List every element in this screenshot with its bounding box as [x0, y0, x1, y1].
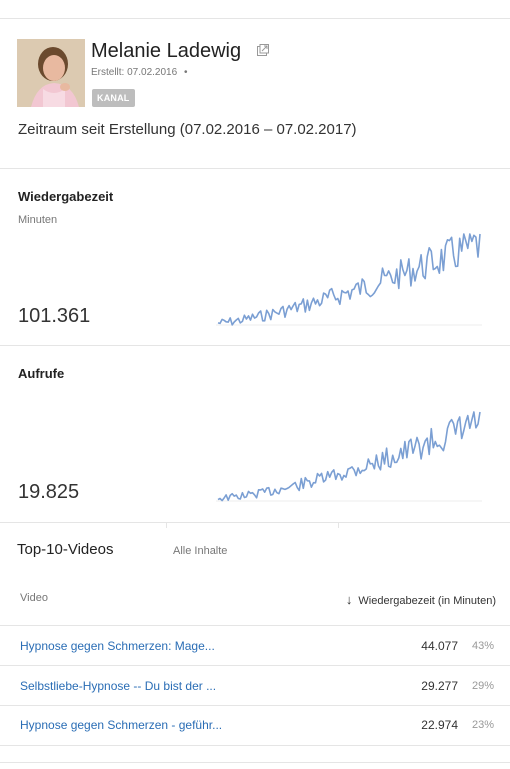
video-row-title[interactable]: Hypnose gegen Schmerzen - geführ...: [20, 718, 223, 732]
column-header-video[interactable]: Video: [20, 592, 48, 604]
arrow-down-icon: ↓: [345, 592, 353, 607]
video-row-percent: 23%: [471, 719, 494, 731]
video-row-value: 44.077: [421, 639, 458, 653]
top-videos-title: Top-10-Videos: [17, 541, 114, 558]
video-row-value: 22.974: [421, 718, 458, 732]
video-row-title[interactable]: Hypnose gegen Schmerzen: Mage...: [20, 639, 215, 653]
period-label: Zeitraum seit Erstellung (07.02.2016 – 0…: [18, 121, 357, 138]
video-row-value: 29.277: [421, 679, 458, 693]
video-row-percent: 29%: [471, 680, 494, 692]
video-row-title[interactable]: Selbstliebe-Hypnose -- Du bist der ...: [20, 679, 217, 693]
external-link-icon[interactable]: [257, 44, 269, 56]
sparkline-watchtime[interactable]: [214, 230, 484, 328]
video-row-percent: 43%: [471, 640, 494, 652]
metric-title-watchtime: Wiedergabezeit: [18, 189, 114, 204]
metric-title-views: Aufrufe: [18, 366, 65, 381]
channel-badge: KANAL: [92, 89, 135, 107]
metric-unit-watchtime: Minuten: [18, 214, 58, 226]
channel-avatar[interactable]: [17, 39, 85, 107]
metric-value-watchtime: 101.361: [18, 305, 91, 327]
channel-title[interactable]: Melanie Ladewig: [91, 40, 242, 62]
avatar-image: [17, 39, 85, 107]
channel-created-date: Erstellt: 07.02.2016 •: [91, 67, 188, 78]
all-content-link[interactable]: Alle Inhalte: [173, 545, 228, 557]
metric-value-views: 19.825: [18, 481, 80, 503]
column-header-watchtime[interactable]: ↓ Wiedergabezeit (in Minuten): [345, 592, 496, 607]
sparkline-views[interactable]: [214, 408, 484, 504]
